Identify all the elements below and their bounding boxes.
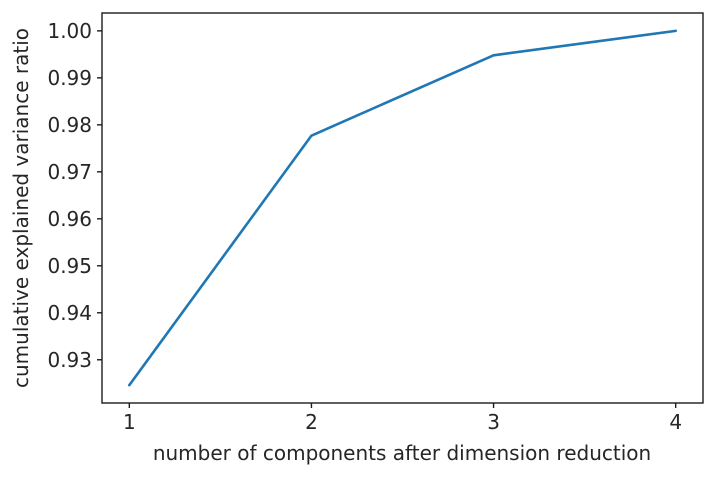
x-axis-label: number of components after dimension red… [152,441,652,465]
y-tick-label: 0.98 [47,113,92,137]
x-tick-label: 1 [123,410,136,434]
data-line [128,29,677,387]
y-tick-label: 1.00 [47,19,92,43]
y-axis-label: cumulative explained variance ratio [9,28,33,388]
x-tick-label: 3 [487,410,500,434]
y-tick-label: 0.93 [47,348,92,372]
y-tick-label: 0.96 [47,207,92,231]
y-tick-label: 0.94 [47,301,92,325]
y-tick-label: 0.99 [47,66,92,90]
y-tick-label: 0.95 [47,254,92,278]
x-tick-label: 4 [669,410,682,434]
plot-area-spines [101,12,704,404]
x-tick-label: 2 [305,410,318,434]
y-tick-label: 0.97 [47,160,92,184]
